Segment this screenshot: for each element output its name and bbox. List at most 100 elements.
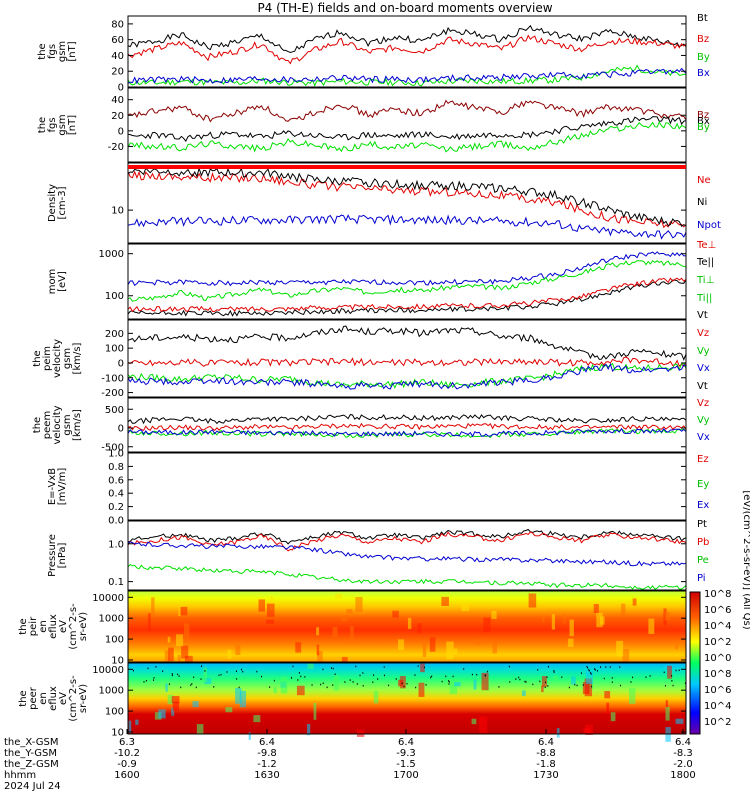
spectrogram-cell xyxy=(266,619,275,624)
x-gsm-value: 6.3 xyxy=(119,737,135,748)
noise-dot xyxy=(498,686,500,688)
noise-dot xyxy=(430,676,432,679)
y-axis-label: eV xyxy=(58,692,69,705)
series-vel1-vx xyxy=(127,362,687,390)
series-bgsm-bx xyxy=(127,67,687,85)
panel-temp: 100 1000 mom [eV] Te⊥ Te|| Ti⊥ Ti|| xyxy=(47,240,716,320)
spectrogram-cell xyxy=(341,614,348,622)
legend-entry: Vy xyxy=(697,415,710,426)
spectrogram-cell xyxy=(270,596,273,610)
y-tick-label: 10 xyxy=(111,206,124,217)
y-axis-label: [nPa] xyxy=(57,542,68,568)
spectrogram-cell xyxy=(168,647,174,662)
y-axis-label: gsm xyxy=(57,41,68,62)
legend-entry: Ez xyxy=(697,454,709,465)
spectrogram-cell xyxy=(172,701,179,711)
noise-dot xyxy=(235,670,237,672)
series-bgsm2-bx xyxy=(127,116,687,143)
noise-dot xyxy=(201,665,203,667)
y-gsm-value: -8.8 xyxy=(536,748,556,759)
spectrogram-cell xyxy=(356,729,365,737)
y-axis-label: gsm xyxy=(62,348,73,369)
noise-dot xyxy=(377,678,379,680)
spectrogram-cell xyxy=(596,612,603,628)
legend-entry: Pb xyxy=(697,537,709,548)
noise-dot xyxy=(645,676,647,678)
spectrogram-cell xyxy=(441,596,449,606)
noise-dot xyxy=(525,681,527,683)
series-bgsm2-bz xyxy=(127,99,687,123)
spectrogram-cell xyxy=(542,617,545,623)
spectrogram-cell xyxy=(446,641,454,660)
y-axis-label: [km/s] xyxy=(72,342,83,374)
spectrogram-cell xyxy=(606,702,610,714)
colorbar-tick: 10^8 xyxy=(704,589,731,600)
noise-dot xyxy=(671,675,673,677)
series-temp-ti xyxy=(127,260,687,302)
spectrogram-cell xyxy=(471,718,477,725)
spectrogram-cell xyxy=(479,716,488,734)
spectrogram-cell xyxy=(622,648,630,662)
y-axis-label: fgs xyxy=(47,44,58,59)
noise-dot xyxy=(300,675,302,678)
panel-efield: 0.0 0.2 0.4 0.6 0.8 1.0 E=-VxB [mV/m] Ez Ey Ex xyxy=(47,449,709,527)
y-axis-label: [mV/m] xyxy=(57,468,68,506)
noise-dot xyxy=(580,672,582,674)
colorbar-tick: 10^6 xyxy=(704,685,731,696)
noise-dot xyxy=(352,681,354,683)
y-axis-label: the xyxy=(18,690,29,706)
noise-dot xyxy=(547,665,549,668)
z-gsm-value: -0.9 xyxy=(117,759,137,770)
plot-frame xyxy=(127,590,687,663)
noise-dot xyxy=(372,681,374,683)
noise-dot xyxy=(671,680,673,682)
y-axis-label: E=-VxB xyxy=(47,468,58,505)
y-tick-label: 0.4 xyxy=(108,489,124,500)
noise-dot xyxy=(383,666,385,668)
noise-dot xyxy=(594,669,596,671)
spectrogram-cell xyxy=(569,619,574,637)
noise-dot xyxy=(406,682,408,685)
noise-dot xyxy=(349,679,351,681)
spectrogram-cell xyxy=(235,645,241,655)
spectrogram-cell xyxy=(481,672,489,691)
spectrogram-cell xyxy=(629,688,636,704)
noise-dot xyxy=(334,673,336,676)
spectrogram-cell xyxy=(571,676,576,685)
noise-dot xyxy=(292,665,294,668)
y-tick-label: -20 xyxy=(108,142,124,153)
noise-dot xyxy=(218,674,220,677)
legend-entry: Pe xyxy=(697,555,709,566)
noise-dot xyxy=(509,681,511,683)
series-bgsm-bt xyxy=(127,24,687,54)
y-gsm-label: the_Y-GSM xyxy=(4,748,57,759)
noise-dot xyxy=(320,683,322,686)
noise-dot xyxy=(171,674,173,677)
spectrogram-cell xyxy=(541,685,544,693)
y-gsm-value: -9.8 xyxy=(257,748,277,759)
legend-entry: Bx xyxy=(697,68,710,79)
noise-dot xyxy=(448,683,450,685)
y-tick-label: -200 xyxy=(101,388,124,399)
noise-dot xyxy=(344,681,346,683)
noise-dot xyxy=(383,674,385,677)
legend-entry: Ne xyxy=(697,175,711,186)
noise-dot xyxy=(591,685,593,688)
noise-dot xyxy=(611,681,613,683)
y-tick-label: 100 xyxy=(105,291,124,302)
spectrogram-cell xyxy=(620,603,626,618)
spectrogram-cell xyxy=(154,712,162,720)
noise-dot xyxy=(431,675,433,678)
spectrogram-cell xyxy=(332,626,338,638)
spectrogram-cell xyxy=(171,707,175,716)
noise-dot xyxy=(362,685,364,687)
noise-dot xyxy=(574,683,576,686)
noise-dot xyxy=(200,678,202,680)
y-axis-label: the xyxy=(18,618,29,634)
spectrogram-cell xyxy=(563,613,566,624)
noise-dot xyxy=(448,681,450,683)
y-axis-label: Pressure xyxy=(47,534,58,577)
spectrogram-cell xyxy=(399,676,406,689)
plot-frame xyxy=(127,243,687,320)
hhmm-label: hhmm xyxy=(4,770,36,781)
